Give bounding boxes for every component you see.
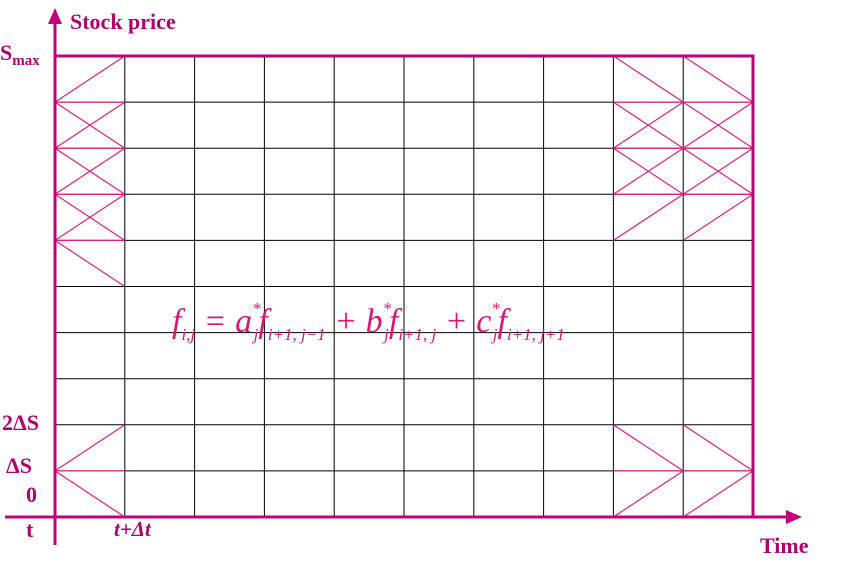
branch-line — [682, 424, 754, 472]
two-delta-s-label: 2ΔS — [2, 410, 39, 435]
branch-line — [54, 147, 126, 195]
delta-s-label: ΔS — [6, 453, 32, 478]
branch-line — [613, 424, 684, 472]
branch-line — [613, 147, 684, 195]
branch-line — [682, 193, 754, 241]
branch-line — [682, 101, 754, 149]
zero-label: 0 — [26, 482, 37, 507]
t-plus-dt-label: t+Δt — [114, 517, 152, 541]
y-axis-arrowhead — [48, 8, 62, 24]
branch-line — [613, 193, 684, 241]
branch-line — [682, 470, 754, 518]
branch-line — [682, 55, 754, 103]
recurrence-formula: fi,j = a* jfi+1, j−1 + b* jfi+1, j + c* jfi… — [172, 299, 565, 344]
trinomial-branches — [54, 55, 754, 518]
branch-line — [54, 470, 126, 518]
branch-line — [54, 55, 126, 103]
branch-line — [682, 147, 754, 195]
branch-line — [54, 424, 126, 472]
x-axis-title: Time — [760, 533, 809, 558]
t-label: t — [26, 517, 34, 542]
smax-label: Smax — [0, 40, 40, 69]
branch-line — [613, 101, 684, 149]
branch-line — [613, 470, 684, 518]
y-axis-title: Stock price — [70, 9, 176, 34]
branch-line — [54, 101, 126, 149]
branch-line — [54, 193, 126, 241]
branch-line — [613, 55, 684, 103]
branch-line — [54, 239, 126, 288]
grid-lines — [55, 56, 753, 517]
x-axis-arrowhead — [786, 510, 802, 524]
